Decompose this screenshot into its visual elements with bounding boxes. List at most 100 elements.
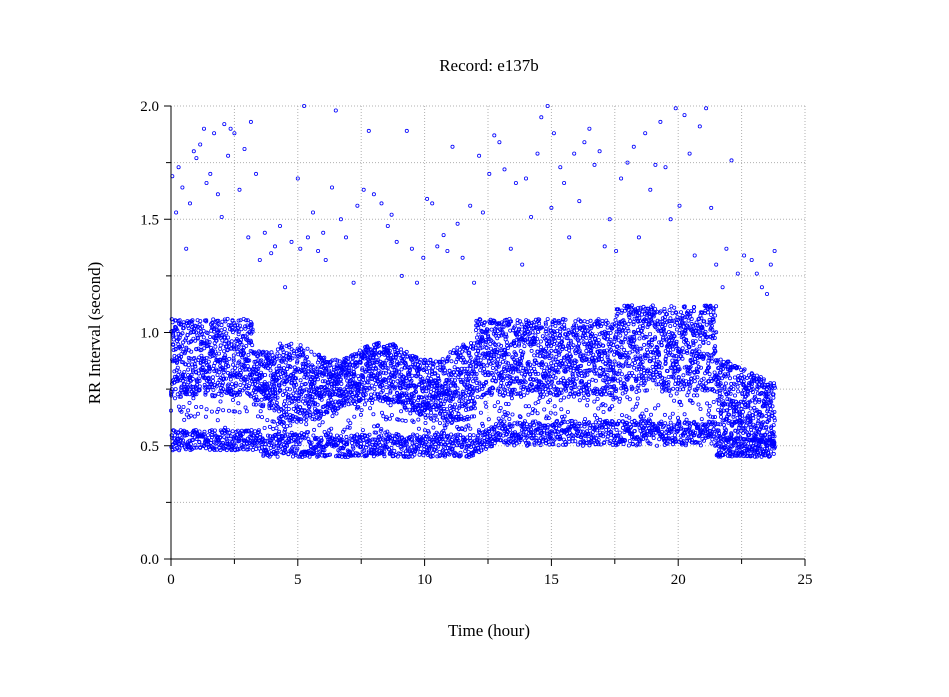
- data-point: [222, 376, 227, 381]
- data-point: [453, 402, 458, 407]
- data-point: [364, 398, 369, 403]
- data-point: [233, 383, 238, 388]
- data-point: [295, 446, 300, 451]
- data-point: [237, 323, 242, 328]
- data-point: [330, 414, 335, 419]
- data-point: [303, 358, 308, 363]
- data-point: [191, 396, 196, 401]
- data-point: [286, 451, 291, 456]
- data-point: [577, 341, 582, 346]
- data-point: [262, 425, 267, 430]
- data-point: [299, 392, 304, 397]
- data-point: [594, 415, 599, 420]
- data-point: [274, 426, 279, 431]
- data-point: [344, 438, 349, 443]
- data-point: [476, 325, 481, 330]
- data-point: [503, 388, 508, 393]
- data-point: [354, 354, 359, 359]
- data-point: [553, 411, 558, 416]
- data-point: [507, 416, 512, 421]
- data-point: [562, 395, 567, 400]
- data-point: [199, 404, 204, 409]
- data-point: [205, 368, 210, 373]
- data-point: [298, 405, 303, 410]
- data-point: [555, 418, 560, 423]
- data-point: [435, 365, 440, 370]
- data-point: [372, 360, 377, 365]
- data-point: [334, 411, 339, 416]
- data-point: [475, 433, 480, 438]
- data-point: [305, 346, 310, 351]
- data-point: [202, 356, 207, 361]
- data-point: [464, 424, 469, 429]
- data-point: [497, 389, 502, 394]
- data-point: [499, 343, 504, 348]
- data-point: [327, 392, 332, 397]
- data-point: [431, 418, 436, 423]
- data-point: [455, 366, 460, 371]
- data-point: [505, 411, 510, 416]
- data-point: [434, 417, 439, 422]
- data-point: [322, 429, 327, 434]
- data-point: [455, 345, 460, 350]
- data-point: [225, 316, 230, 321]
- data-point: [201, 432, 206, 437]
- data-point: [259, 397, 264, 402]
- data-point: [255, 414, 260, 419]
- data-point: [212, 326, 217, 331]
- data-point: [373, 350, 378, 355]
- data-point: [250, 329, 255, 334]
- data-point: [370, 368, 375, 373]
- data-point: [449, 359, 454, 364]
- data-point: [173, 387, 178, 392]
- data-point: [595, 396, 600, 401]
- data-point: [287, 364, 292, 369]
- data-point: [194, 392, 199, 397]
- data-point: [426, 366, 431, 371]
- data-point: [505, 365, 510, 370]
- data-point: [393, 354, 398, 359]
- data-point: [384, 385, 389, 390]
- data-point: [343, 375, 348, 380]
- data-point: [273, 436, 278, 441]
- data-point: [449, 432, 454, 437]
- data-point: [587, 387, 592, 392]
- data-point: [546, 400, 551, 405]
- data-point: [238, 338, 243, 343]
- data-point: [259, 415, 264, 420]
- data-point: [369, 383, 374, 388]
- data-point: [362, 356, 367, 361]
- data-point: [320, 448, 325, 453]
- data-point: [182, 417, 187, 422]
- data-point: [216, 407, 221, 412]
- data-point: [227, 430, 232, 435]
- data-point: [286, 406, 291, 411]
- data-point: [230, 318, 235, 323]
- data-point: [435, 373, 440, 378]
- data-point: [486, 417, 491, 422]
- data-point: [346, 356, 351, 361]
- data-point: [349, 437, 354, 442]
- data-point: [314, 435, 319, 440]
- data-point: [393, 385, 398, 390]
- data-point: [315, 402, 320, 407]
- data-point: [192, 362, 197, 367]
- data-point: [177, 369, 182, 374]
- data-point: [289, 341, 294, 346]
- data-point: [400, 418, 405, 423]
- data-point: [448, 350, 453, 355]
- data-point: [218, 358, 223, 363]
- data-point: [464, 360, 469, 365]
- data-point: [242, 381, 247, 386]
- data-point: [307, 454, 312, 459]
- data-point: [420, 376, 425, 381]
- data-point: [313, 370, 318, 375]
- data-point: [474, 376, 479, 381]
- data-point: [250, 343, 255, 348]
- data-point: [342, 427, 347, 432]
- data-point: [510, 328, 515, 333]
- data-point: [339, 381, 344, 386]
- data-point: [255, 398, 260, 403]
- data-point: [475, 394, 480, 399]
- data-point: [205, 433, 210, 438]
